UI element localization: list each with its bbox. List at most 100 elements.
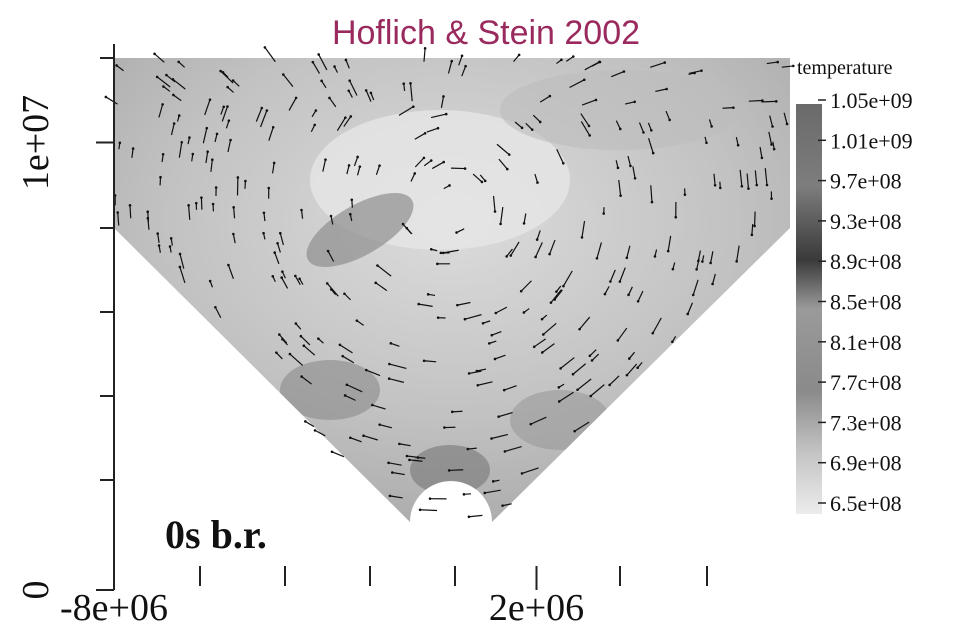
arrow-head <box>608 384 611 387</box>
arrow-head <box>541 351 544 354</box>
arrow-head <box>450 60 453 63</box>
arrow-head <box>555 290 558 293</box>
arrow-head <box>637 300 640 303</box>
arrow-head <box>539 121 542 124</box>
arrow-head <box>226 86 229 89</box>
arrow-head <box>232 206 235 209</box>
arrow-head <box>180 141 183 144</box>
arrow-head <box>442 252 445 255</box>
arrow <box>749 101 763 102</box>
arrow-head <box>279 232 282 235</box>
arrow-head <box>409 82 412 85</box>
arrow-head <box>347 89 350 92</box>
arrow-head <box>652 152 655 155</box>
arrow-head <box>423 157 426 160</box>
temperature-field <box>105 46 795 522</box>
arrow-head <box>523 222 526 225</box>
arrow-head <box>370 92 373 95</box>
arrow-head <box>499 223 502 226</box>
arrow-head <box>419 508 422 511</box>
arrow-head <box>589 355 592 358</box>
arrow-head <box>735 260 738 263</box>
arrow-head <box>674 216 677 219</box>
arrow-head <box>156 76 159 79</box>
arrow-head <box>356 319 359 322</box>
arrow-head <box>572 373 575 376</box>
arrow-head <box>273 251 276 254</box>
arrow-head <box>558 400 561 403</box>
arrow-head <box>636 366 639 369</box>
arrow-head <box>228 119 231 122</box>
arrow-head <box>222 105 225 108</box>
annotation: 0s b.r. <box>165 512 267 557</box>
arrow-head <box>119 141 122 144</box>
arrow-head <box>671 340 674 343</box>
arrow-head <box>222 71 225 74</box>
arrow-head <box>553 298 556 301</box>
arrow-head <box>371 404 374 407</box>
arrow-head <box>315 109 318 112</box>
arrow-head <box>626 256 629 259</box>
arrow-head <box>430 248 433 251</box>
arrow-head <box>330 215 333 218</box>
arrow-head <box>266 109 269 112</box>
arrow-head <box>451 411 454 414</box>
arrow-head <box>289 353 292 356</box>
arrow-head <box>443 426 446 429</box>
arrow-head <box>406 227 409 230</box>
arrow-head <box>226 105 229 108</box>
arrow-head <box>317 53 320 56</box>
arrow-head <box>642 131 645 134</box>
arrow-head <box>668 119 671 122</box>
arrow-head <box>303 344 306 347</box>
arrow-head <box>172 78 175 81</box>
arrow-head <box>105 96 108 99</box>
arrow-head <box>312 61 315 64</box>
arrow-head <box>298 277 301 280</box>
arrow-head <box>492 480 495 483</box>
arrow-head <box>711 283 714 286</box>
arrow-head <box>494 358 497 361</box>
arrow-head <box>282 73 285 76</box>
arrow-head <box>455 231 458 234</box>
arrow-head <box>272 126 275 129</box>
arrow-head <box>442 95 445 98</box>
arrow-head <box>161 103 164 106</box>
colorbar-label: 1.05e+09 <box>830 88 913 113</box>
arrow-head <box>700 69 703 72</box>
arrow-head <box>663 61 666 64</box>
arrow-head <box>281 338 284 341</box>
arrow-head <box>237 176 240 179</box>
arrow-head <box>273 162 276 165</box>
arrow-head <box>365 369 368 372</box>
arrow-head <box>412 105 415 108</box>
arrow-head <box>349 436 352 439</box>
arrow-head <box>173 122 176 125</box>
arrow-head <box>628 357 631 360</box>
arrow <box>469 515 483 516</box>
arrow-head <box>132 147 135 150</box>
colorbar-label: 6.5e+08 <box>830 491 902 516</box>
arrow-head <box>295 97 298 100</box>
arrow-head <box>442 161 445 164</box>
arrow-head <box>654 255 657 258</box>
arrow-head <box>520 290 523 293</box>
arrow-head <box>562 162 565 165</box>
arrow-head <box>588 134 591 137</box>
arrow-head <box>634 177 637 180</box>
arrow-head <box>333 65 336 68</box>
arrow-head <box>737 144 740 147</box>
arrow-head <box>776 61 779 64</box>
arrow-head <box>617 339 620 342</box>
y-tick-label: 1e+07 <box>15 95 57 190</box>
arrow-head <box>391 471 394 474</box>
colorbar <box>796 104 822 514</box>
arrow-head <box>169 245 172 248</box>
arrow-head <box>327 250 330 253</box>
arrow-head <box>365 89 368 92</box>
arrow-head <box>300 335 303 338</box>
colorbar-label: 8.1e+08 <box>830 330 902 355</box>
arrow-head <box>314 429 317 432</box>
arrow-head <box>437 127 440 130</box>
arrow-head <box>747 187 750 190</box>
